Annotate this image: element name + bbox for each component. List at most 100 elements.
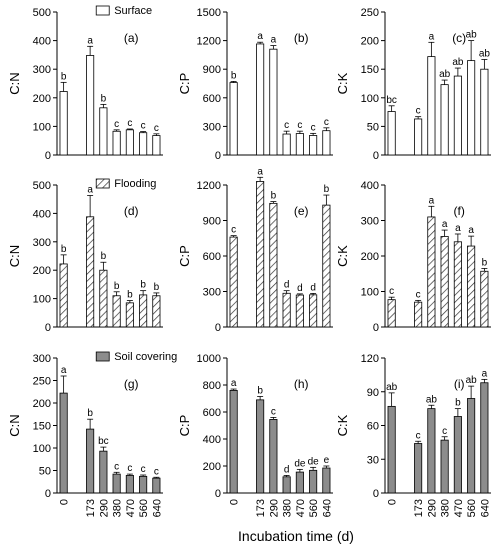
bar <box>269 419 278 494</box>
y-tick-label: 0 <box>373 322 379 334</box>
y-tick-label: 900 <box>203 216 221 228</box>
bar <box>86 428 95 494</box>
y-tick-label: 800 <box>203 380 221 392</box>
significance-letter: c <box>114 119 119 130</box>
y-tick-label: 300 <box>33 353 51 365</box>
y-tick-label: 100 <box>33 294 51 306</box>
x-tick-label: 173 <box>85 499 97 517</box>
significance-letter: a <box>257 166 263 177</box>
y-tick-label: 0 <box>373 150 379 162</box>
significance-letter: b <box>61 244 67 255</box>
y-tick-label: 600 <box>203 93 221 105</box>
bar <box>295 471 304 494</box>
y-tick-label: 600 <box>203 251 221 263</box>
panel-label: (b) <box>294 31 309 45</box>
significance-letter: e <box>324 455 330 466</box>
y-tick-label: 30 <box>367 454 379 466</box>
bar <box>59 91 68 156</box>
significance-letter: c <box>416 106 421 117</box>
y-tick-label: 100 <box>33 443 51 455</box>
significance-letter: a <box>231 378 237 389</box>
y-tick-label: 250 <box>361 7 379 19</box>
bar <box>387 111 396 156</box>
bar <box>269 48 278 156</box>
significance-letter: d <box>297 283 303 294</box>
y-tick-label: 1000 <box>197 353 221 365</box>
bar <box>480 382 489 494</box>
y-tick-label: 200 <box>203 461 221 473</box>
bar <box>440 439 449 494</box>
bar <box>295 133 304 156</box>
significance-letter: a <box>257 31 263 42</box>
x-tick-label: 290 <box>426 499 438 517</box>
bar <box>295 294 304 328</box>
bar <box>229 82 238 156</box>
significance-letter: d <box>284 280 290 291</box>
bar <box>152 477 161 494</box>
bar <box>427 408 436 494</box>
y-axis-label: C:P <box>177 245 192 267</box>
bar <box>86 216 95 328</box>
bar <box>480 270 489 328</box>
y-tick-label: 1500 <box>197 7 221 19</box>
significance-letter: bc <box>386 95 397 106</box>
bar <box>282 133 291 156</box>
bar <box>256 399 265 494</box>
bar <box>256 43 265 156</box>
legend-swatch <box>95 5 110 16</box>
significance-letter: b <box>101 93 107 104</box>
y-axis-label: C:N <box>7 245 22 267</box>
significance-letter: a <box>61 365 67 376</box>
x-tick-label: 290 <box>268 499 280 517</box>
bar <box>387 299 396 328</box>
x-tick-label: 560 <box>466 499 478 517</box>
y-axis-label: C:P <box>177 415 192 437</box>
y-axis-label: C:K <box>335 245 350 267</box>
bar <box>282 292 291 328</box>
bar <box>309 135 318 156</box>
y-tick-label: 300 <box>33 64 51 76</box>
significance-letter: c <box>231 225 236 236</box>
y-tick-label: 0 <box>215 322 221 334</box>
bar <box>467 398 476 494</box>
significance-letter: b <box>271 191 277 202</box>
significance-letter: ab <box>426 394 438 405</box>
significance-letter: c <box>127 463 132 474</box>
y-tick-label: 100 <box>361 287 379 299</box>
significance-letter: b <box>140 280 146 291</box>
y-tick-label: 300 <box>203 121 221 133</box>
x-tick-label: 0 <box>387 499 399 505</box>
y-tick-label: 900 <box>203 64 221 76</box>
bar <box>139 475 148 494</box>
significance-letter: c <box>416 289 421 300</box>
significance-letter: b <box>154 282 160 293</box>
bar <box>414 118 423 156</box>
y-tick-label: 200 <box>361 36 379 48</box>
bar <box>427 216 436 328</box>
y-axis-label: C:K <box>335 72 350 94</box>
bar <box>440 236 449 328</box>
bar <box>125 302 134 328</box>
bar <box>125 129 134 156</box>
bar <box>309 469 318 494</box>
x-tick-label: 173 <box>413 499 425 517</box>
significance-letter: a <box>87 35 93 46</box>
y-tick-label: 300 <box>203 287 221 299</box>
bar <box>59 392 68 494</box>
significance-letter: d <box>310 282 316 293</box>
bar <box>414 301 423 328</box>
significance-letter: de <box>294 458 306 469</box>
bar <box>387 405 396 494</box>
significance-letter: c <box>284 120 289 131</box>
bar <box>427 56 436 156</box>
y-tick-label: 150 <box>361 64 379 76</box>
significance-letter: a <box>468 225 474 236</box>
y-tick-label: 400 <box>33 36 51 48</box>
y-axis-label: C:K <box>335 414 350 436</box>
x-tick-label: 560 <box>138 499 150 517</box>
x-axis-title: Incubation time (d) <box>238 528 354 544</box>
